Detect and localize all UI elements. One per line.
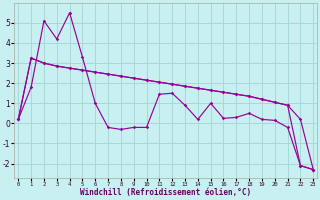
X-axis label: Windchill (Refroidissement éolien,°C): Windchill (Refroidissement éolien,°C) bbox=[80, 188, 251, 197]
